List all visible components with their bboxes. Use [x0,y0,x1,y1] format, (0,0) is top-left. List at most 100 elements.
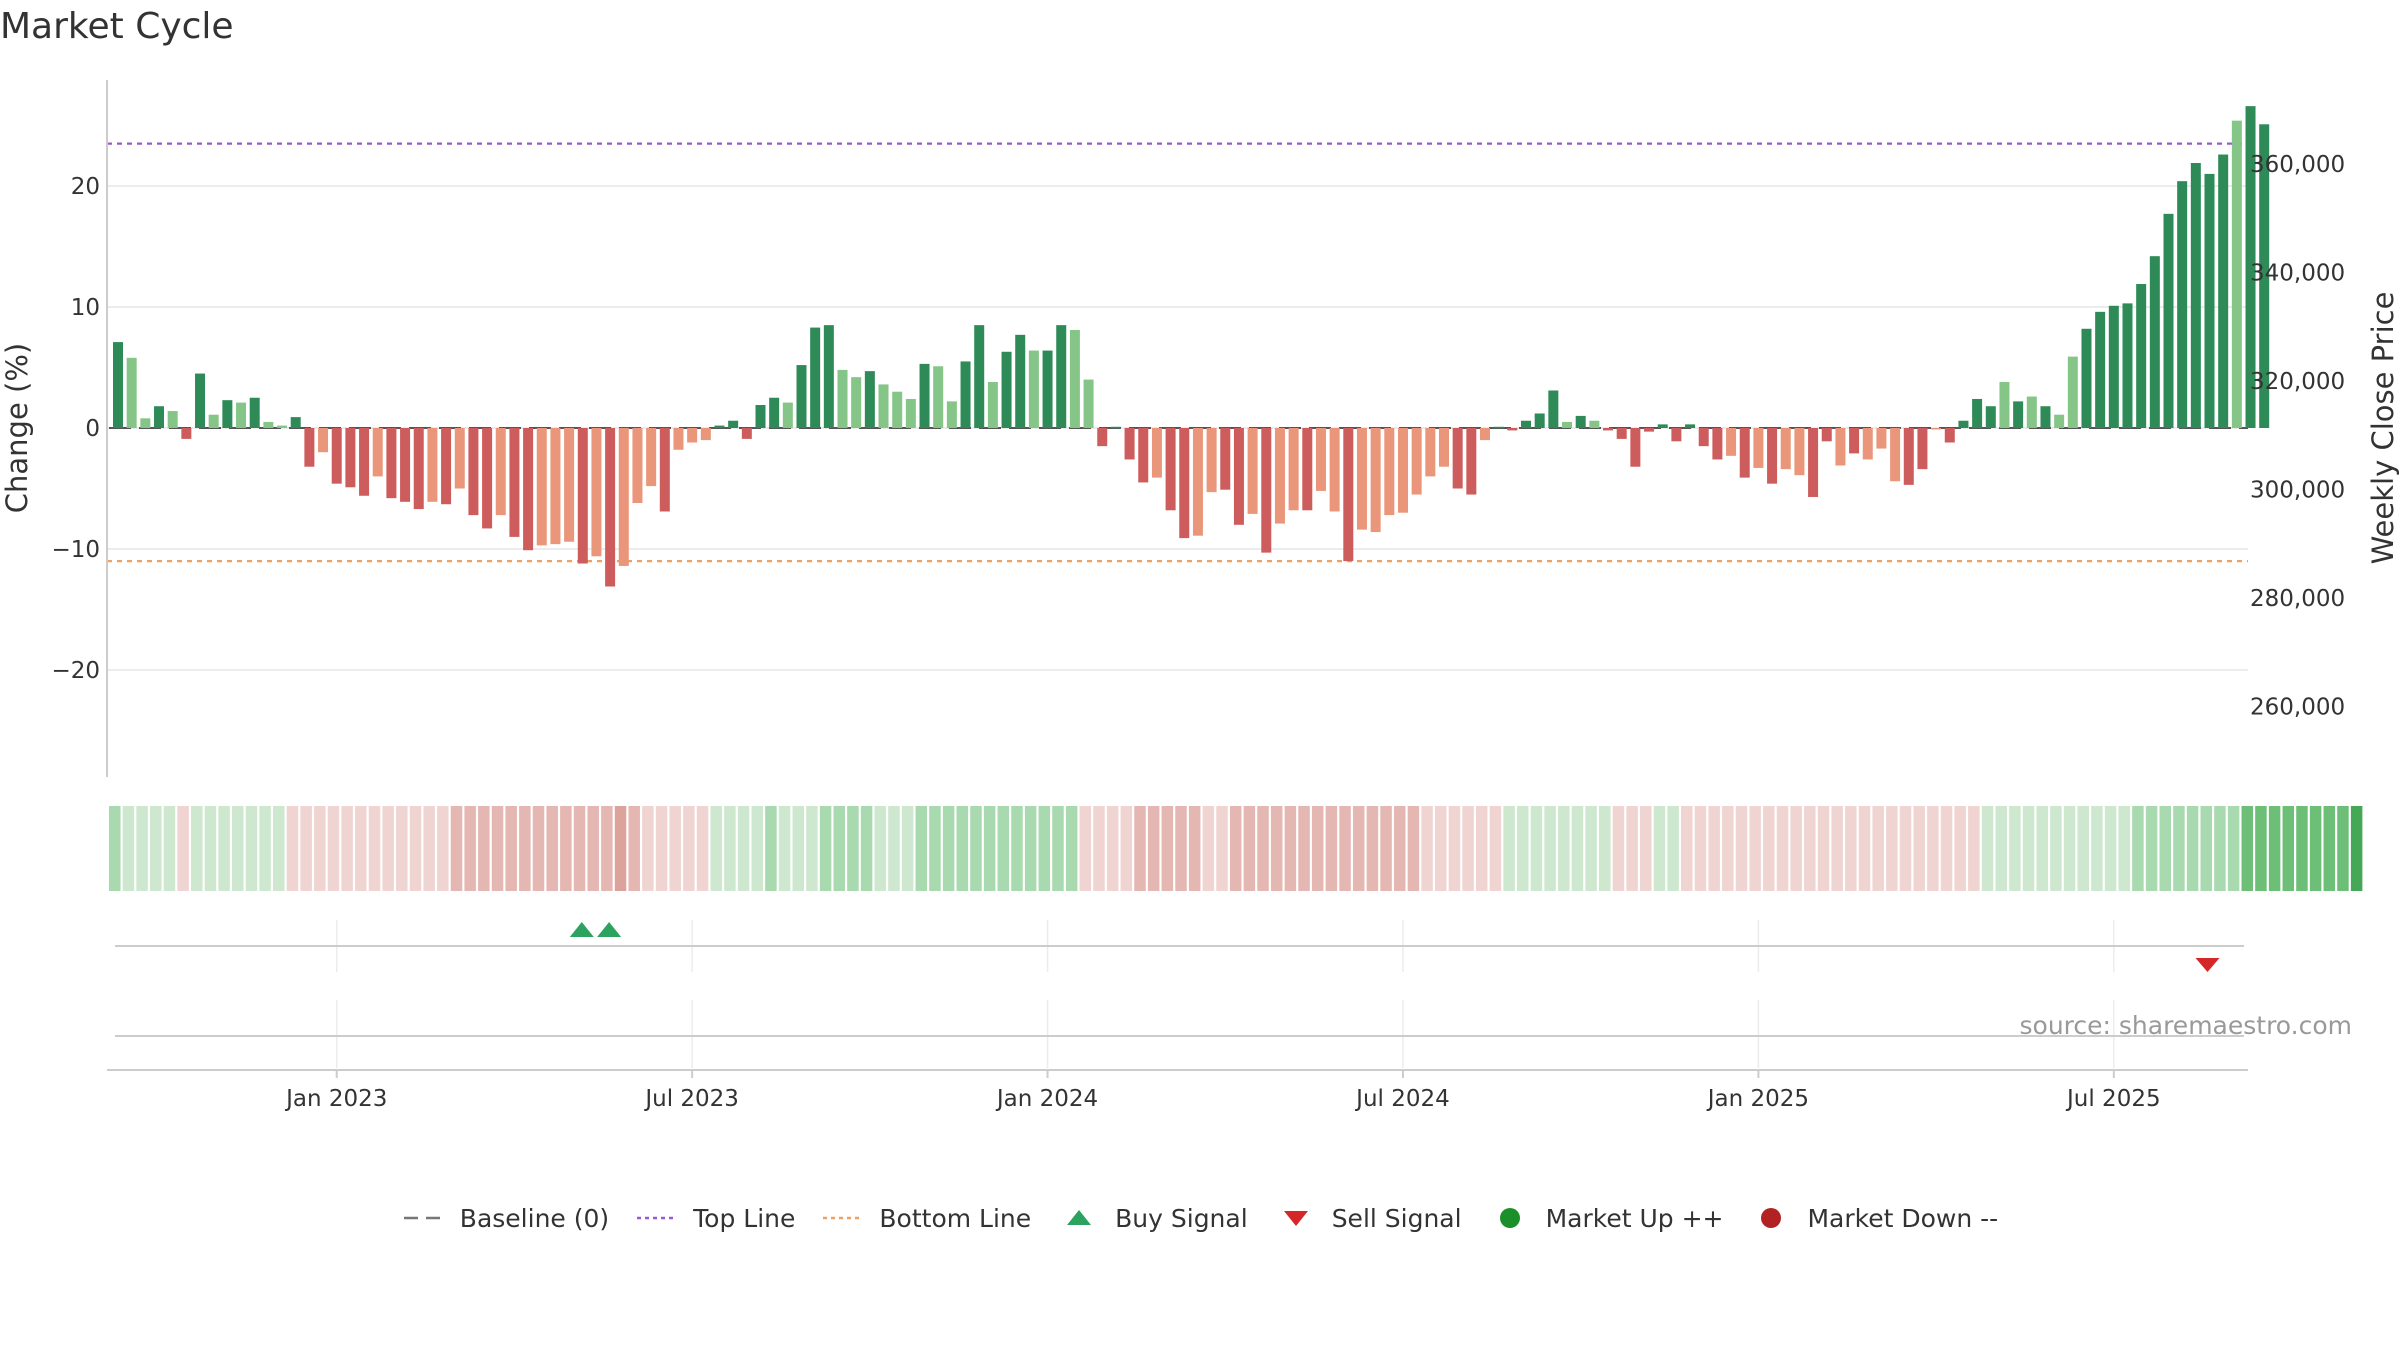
y2-tick-label: 320,000 [2250,369,2345,395]
bar [1698,428,1709,447]
heat-band-cell [396,806,408,891]
heat-band-cell [1476,806,1488,891]
bar [2190,163,2201,428]
heat-band-cell [1120,806,1133,891]
heat-band-cell [1599,806,1611,891]
heat-band-cell [1407,806,1420,891]
heat-band-cell [655,806,668,891]
bar [632,428,643,504]
bar [987,382,998,428]
heat-band-cell [1790,806,1802,891]
bar [1343,428,1354,562]
heat-band-cell [136,806,148,891]
y2-tick-label: 280,000 [2250,586,2345,612]
heat-band-cell [1571,806,1584,891]
bar [1138,428,1149,483]
bar [331,428,342,484]
bar [1480,428,1490,441]
dotted-line-icon [823,1216,864,1220]
heat-band-cell [683,806,695,891]
bar [1616,428,1627,439]
bar [1603,428,1614,431]
bar [441,428,452,505]
heat-band-cell [2268,806,2281,891]
heat-band-cell [1845,806,1857,891]
heat-band-cell [1927,806,1939,891]
heat-band-cell [1913,806,1925,891]
bar [1206,428,1217,493]
bar [1001,351,1012,428]
heat-band-cell [1147,806,1160,891]
bar [1876,428,1887,449]
heat-band-cell [1038,806,1051,891]
heat-band-cell [1339,806,1351,891]
bar [1521,420,1532,428]
heat-band-cell [915,806,928,891]
bar [140,418,151,428]
heat-band-cell [218,806,230,891]
heat-band-cell [2091,806,2103,891]
heat-band-cell [546,806,558,891]
legend-label: Top Line [693,1203,796,1233]
bar [1220,428,1231,490]
heat-band-cell [929,806,941,891]
heat-band-cell [1763,806,1775,891]
bar [1917,428,1928,470]
bar [536,428,547,546]
legend-item: Top Line [635,1204,795,1233]
y2-tick-label: 260,000 [2250,695,2345,721]
bar [700,428,711,441]
heat-band-cell [2132,806,2144,891]
triangle-up-icon [1067,1210,1092,1225]
heat-band-cell [1940,806,1953,891]
heat-band-cell [232,806,244,891]
bar [823,325,834,428]
heat-band-cell [2173,806,2185,891]
heat-band-cell [191,806,203,891]
heat-band-cell [1681,806,1693,891]
heat-band-cell [1243,806,1256,891]
bar [1493,426,1504,429]
bar [1329,428,1340,512]
heat-band-cell [560,806,572,891]
heat-band-cell [382,806,394,891]
bar [1356,428,1367,530]
bar [1944,428,1955,443]
bar [236,402,247,428]
bar [1575,415,1586,428]
heat-band-cell [1052,806,1064,891]
y-tick-label: −20 [51,658,100,684]
heat-band-cell [724,806,736,891]
bar [646,428,657,487]
heat-band-cell [2022,806,2035,891]
x-tick-label: Jan 2023 [284,1086,387,1112]
bar [1015,334,1026,428]
heat-band-cell [1188,806,1201,891]
bar [1972,398,1983,428]
bar [905,398,916,428]
heat-band-cell [1886,806,1898,891]
bar [1179,428,1190,539]
legend-label: Market Down -- [1807,1203,1999,1233]
heat-band-cell [341,806,353,891]
bar [933,366,944,428]
heat-band-cell [1735,806,1748,891]
bar [2245,106,2256,428]
bar [509,428,520,537]
heat-band-cell [519,806,531,891]
heat-band-cell [792,806,804,891]
heat-band-cell [177,806,189,891]
bar [1548,390,1559,428]
bar [1753,428,1764,468]
heat-band-cell [259,806,271,891]
bar [714,425,725,428]
heat-band-cell [833,806,846,891]
bar [195,373,206,428]
heat-band-cell [1708,806,1720,891]
bar [1438,428,1449,467]
y2-tick-label: 300,000 [2250,478,2345,504]
heat-band-cell [1968,806,1980,891]
bar [1903,428,1914,485]
heat-band-cell [2104,806,2117,891]
heat-band-cell [983,806,996,891]
